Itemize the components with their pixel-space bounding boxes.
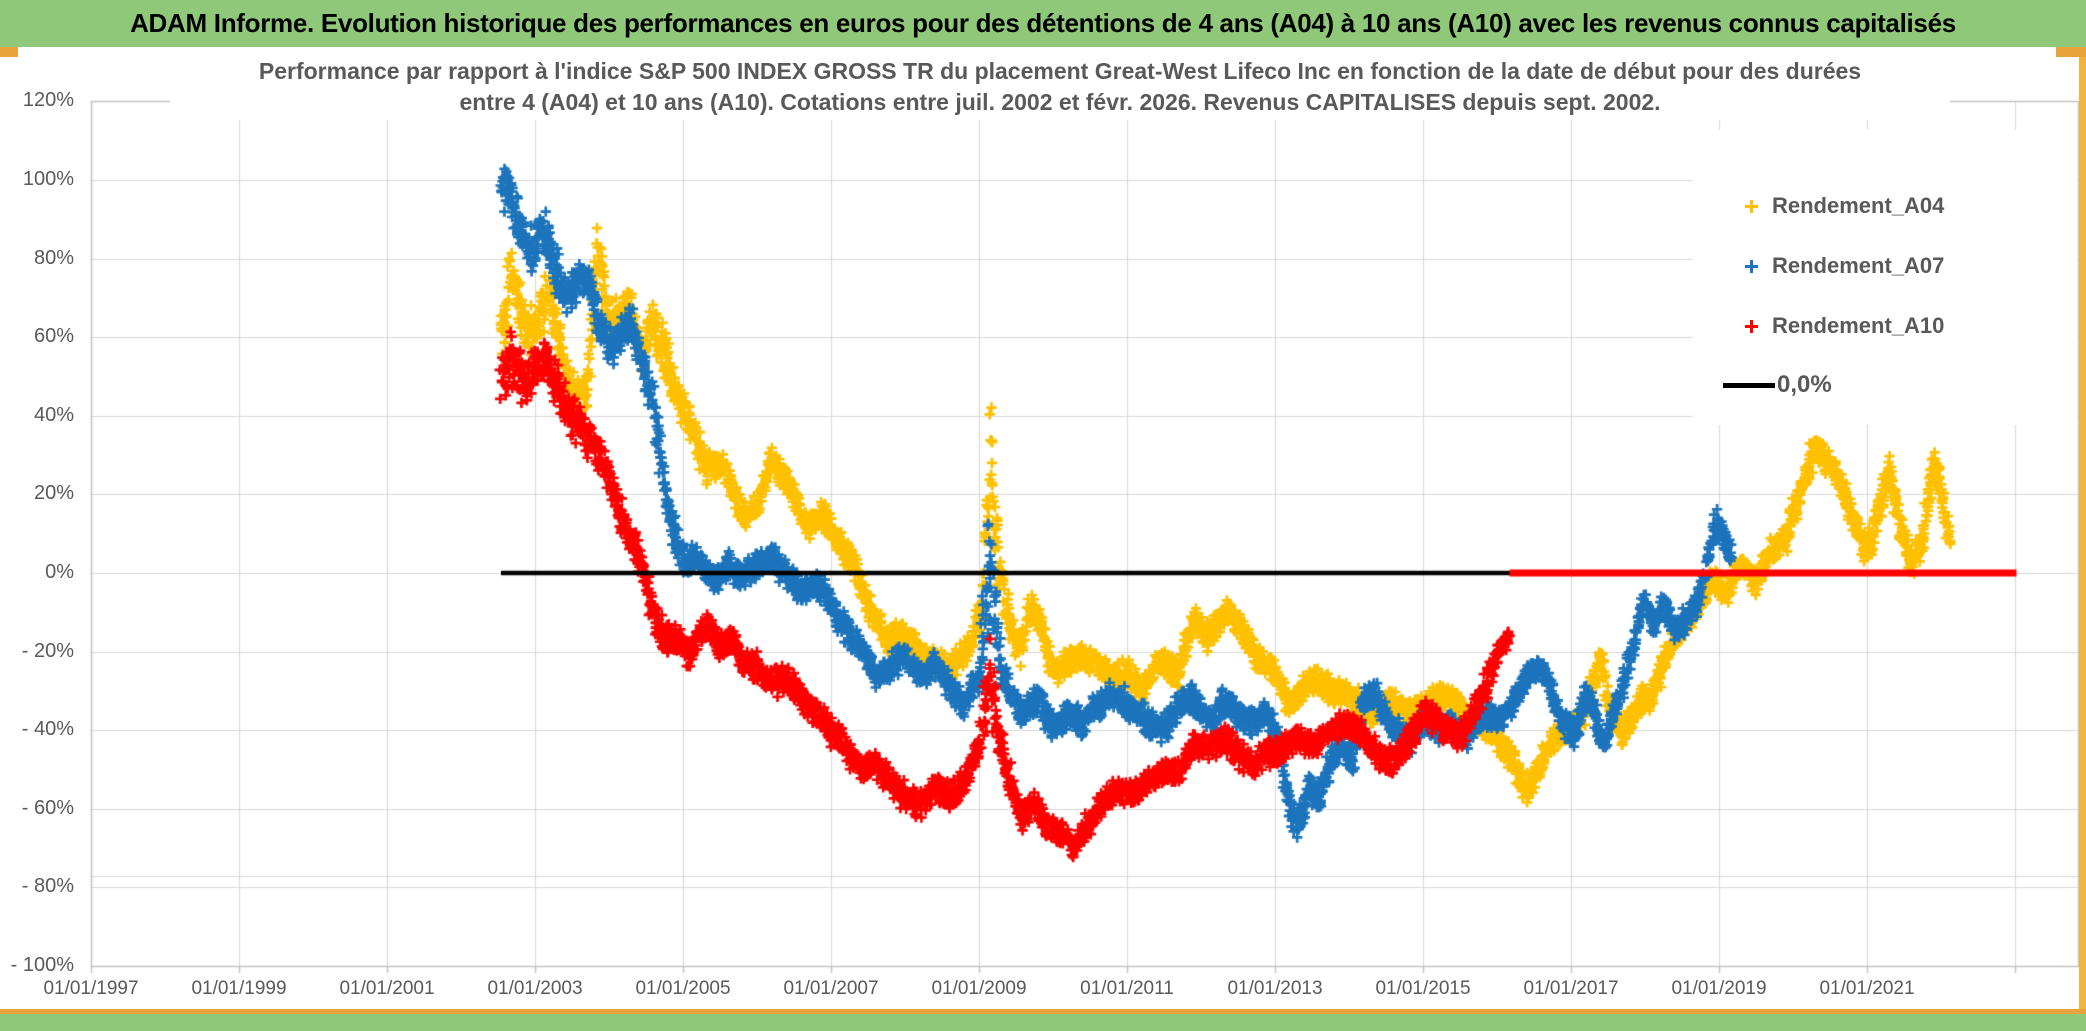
worksheet-banner: ADAM Informe. Evolution historique des p… <box>0 0 2086 47</box>
banner-underline <box>0 47 2086 57</box>
x-tick-label: 01/01/1999 <box>191 978 287 999</box>
y-tick-label: 80% <box>33 246 74 269</box>
banner-title: ADAM Informe. Evolution historique des p… <box>130 8 1956 38</box>
legend-label: 0,0% <box>1777 371 1832 398</box>
bottom-accent-line <box>0 1009 2086 1014</box>
x-tick-label: 01/01/2007 <box>783 978 879 999</box>
legend-item-rendement-a04[interactable]: Rendement_A04 <box>1693 191 2077 221</box>
x-tick-label: 01/01/2005 <box>635 978 731 999</box>
x-tick-label: 01/01/1997 <box>43 978 139 999</box>
x-tick-label: 01/01/2017 <box>1523 978 1619 999</box>
legend-item-rendement-a07[interactable]: Rendement_A07 <box>1693 251 2077 281</box>
y-tick-label: 100% <box>22 168 74 190</box>
legend-item-rendement-a10[interactable]: Rendement_A10 <box>1693 311 2077 341</box>
x-tick-label: 01/01/2011 <box>1080 978 1174 999</box>
y-tick-label: - 100% <box>10 954 74 976</box>
bottom-banner <box>0 1014 2086 1031</box>
chart-title-line2: entre 4 (A04) et 10 ans (A10). Cotations… <box>459 89 1661 115</box>
zero-line-icon <box>1723 382 1775 388</box>
x-tick-label: 01/01/2009 <box>931 978 1027 999</box>
y-tick-label: 20% <box>33 482 74 505</box>
plus-marker-icon <box>1745 259 1758 273</box>
legend-label: Rendement_A04 <box>1772 193 1945 218</box>
x-tick-label: 01/01/2019 <box>1671 978 1767 999</box>
x-tick-label: 01/01/2013 <box>1227 978 1323 999</box>
y-tick-label: - 60% <box>21 796 74 819</box>
chart-title-line1: Performance par rapport à l'indice S&P 5… <box>258 58 1862 84</box>
x-tick-label: 01/01/2021 <box>1819 978 1915 999</box>
legend-item-0-0-[interactable]: 0,0% <box>1693 370 2077 400</box>
plus-marker-icon <box>1745 199 1758 213</box>
plus-marker-icon <box>1745 319 1758 333</box>
y-tick-label: - 40% <box>21 718 74 741</box>
legend-label: Rendement_A10 <box>1772 313 1945 338</box>
y-tick-label: 40% <box>33 403 74 426</box>
y-tick-label: 60% <box>33 325 74 348</box>
chart-title-block: Performance par rapport à l'indice S&P 5… <box>170 54 1950 120</box>
accent-square-left <box>0 47 18 57</box>
y-tick-label: 120% <box>22 89 74 112</box>
legend-label: Rendement_A07 <box>1772 253 1945 278</box>
worksheet-edge-strip <box>2079 57 2086 1014</box>
x-tick-label: 01/01/2001 <box>339 978 435 999</box>
x-tick-label: 01/01/2003 <box>487 978 583 999</box>
accent-square-right <box>2056 47 2086 57</box>
chart-legend: Rendement_A04 Rendement_A07 Rendement_A10 0… <box>1693 130 2077 425</box>
y-tick-label: - 80% <box>21 875 74 898</box>
y-tick-label: 0% <box>45 561 74 583</box>
x-tick-label: 01/01/2015 <box>1375 978 1471 999</box>
y-tick-label: - 20% <box>21 639 74 662</box>
